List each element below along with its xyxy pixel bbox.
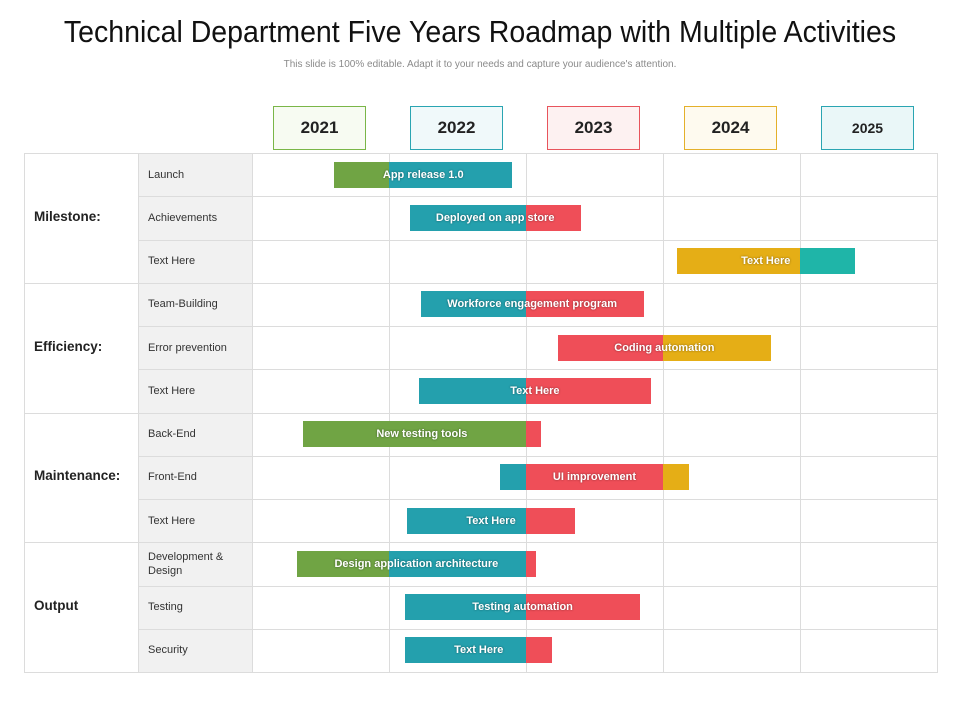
activity-bar[interactable]: Text Here — [405, 637, 552, 664]
bar-segment-red — [525, 291, 644, 318]
bar-label: Text Here — [466, 514, 516, 527]
grid-vline — [252, 153, 253, 672]
bar-segment-red — [525, 204, 581, 231]
row-label: Launch — [148, 168, 185, 181]
bar-label: Coding automation — [614, 341, 715, 354]
activity-bar[interactable]: Design application architecture — [297, 550, 536, 577]
bar-segment-teal — [405, 594, 526, 621]
group-divider — [24, 542, 937, 543]
bar-label: Deployed on app store — [435, 211, 555, 224]
bar-segment-red — [525, 507, 576, 534]
bar-segment-teal — [406, 507, 526, 534]
grid-vline — [663, 153, 664, 672]
bar-segment-red — [525, 377, 651, 404]
activity-bar[interactable]: Deployed on app store — [409, 204, 581, 231]
grid-vline — [526, 153, 527, 672]
grid-border-top — [24, 153, 937, 154]
bar-segment-red — [525, 464, 663, 491]
row-divider — [138, 456, 937, 457]
row-label: Achievements — [148, 211, 218, 224]
bar-segment-teal — [419, 377, 526, 404]
row-divider — [138, 369, 937, 370]
bar-segment-red — [525, 637, 552, 664]
bar-segment-red — [525, 421, 542, 448]
year-box-2022: 2022 — [410, 106, 503, 150]
bar-segment-green — [302, 421, 526, 448]
activity-bar[interactable]: UI improvement — [499, 464, 689, 491]
bar-segment-yellow — [676, 248, 800, 275]
activity-bar[interactable]: Text Here — [406, 507, 576, 534]
bar-segment-green — [334, 161, 389, 188]
year-box-2024: 2024 — [684, 106, 777, 150]
group-label: Output — [34, 598, 79, 614]
row-divider — [138, 240, 937, 241]
activity-bar[interactable]: Text Here — [419, 377, 651, 404]
row-label: Team-Building — [148, 298, 218, 311]
grid-vline — [389, 153, 390, 672]
bar-segment-green — [297, 550, 389, 577]
group-label: Maintenance: — [34, 468, 121, 484]
bar-segment-aqua — [799, 248, 855, 275]
bar-label: App release 1.0 — [382, 168, 464, 181]
activity-bar[interactable]: Testing automation — [405, 594, 640, 621]
bar-segment-red — [525, 594, 640, 621]
row-label: Text Here — [148, 514, 196, 527]
bar-label: New testing tools — [376, 428, 468, 441]
row-label: Testing — [148, 601, 183, 614]
bar-label: Testing automation — [472, 601, 573, 614]
bar-segment-teal — [420, 291, 526, 318]
bar-segment-teal — [499, 464, 526, 491]
group-divider — [24, 413, 937, 414]
group-label: Milestone: — [34, 208, 101, 224]
bar-label: Design application architecture — [334, 557, 499, 570]
row-label: Text Here — [148, 255, 196, 268]
activity-bar[interactable]: New testing tools — [302, 421, 542, 448]
bar-segment-teal — [388, 161, 513, 188]
bar-label: UI improvement — [552, 471, 637, 484]
row-label-column — [138, 153, 252, 672]
grid-vline — [138, 153, 139, 672]
bar-segment-red — [525, 550, 536, 577]
row-label: Back-End — [148, 428, 196, 441]
activity-bar[interactable]: Coding automation — [557, 334, 772, 361]
activity-bar[interactable]: App release 1.0 — [334, 161, 513, 188]
grid-border-left — [24, 153, 25, 672]
bar-segment-red — [557, 334, 663, 361]
bar-label: Text Here — [741, 255, 791, 268]
grid-border-bottom — [24, 672, 938, 673]
activity-bar[interactable]: Workforce engagement program — [420, 291, 644, 318]
bar-segment-teal — [388, 550, 526, 577]
page-subtitle: This slide is 100% editable. Adapt it to… — [283, 59, 677, 70]
year-box-2023: 2023 — [547, 106, 640, 150]
bar-label: Text Here — [454, 644, 504, 657]
row-divider — [138, 196, 937, 197]
row-divider — [138, 586, 937, 587]
year-box-2021: 2021 — [273, 106, 366, 150]
group-label: Efficiency: — [34, 338, 103, 354]
grid-vline — [800, 153, 801, 672]
bar-segment-teal — [405, 637, 526, 664]
page-title: Technical Department Five Years Roadmap … — [63, 14, 897, 49]
activity-bar[interactable]: Text Here — [676, 248, 855, 275]
bar-segment-teal — [409, 204, 526, 231]
group-divider — [24, 283, 937, 284]
row-divider — [138, 326, 937, 327]
row-divider — [138, 499, 937, 500]
row-label: Security — [148, 644, 188, 657]
row-label: Development & Design — [148, 550, 224, 577]
bar-segment-yellow — [662, 334, 772, 361]
bar-label: Workforce engagement program — [447, 298, 618, 311]
row-divider — [138, 629, 937, 630]
bar-segment-yellow — [662, 464, 689, 491]
row-label: Front-End — [148, 471, 197, 484]
row-label: Text Here — [148, 384, 196, 397]
bar-label: Text Here — [510, 384, 560, 397]
row-label: Error prevention — [148, 341, 227, 354]
year-box-2025: 2025 — [821, 106, 914, 150]
grid-border-right — [937, 153, 938, 672]
